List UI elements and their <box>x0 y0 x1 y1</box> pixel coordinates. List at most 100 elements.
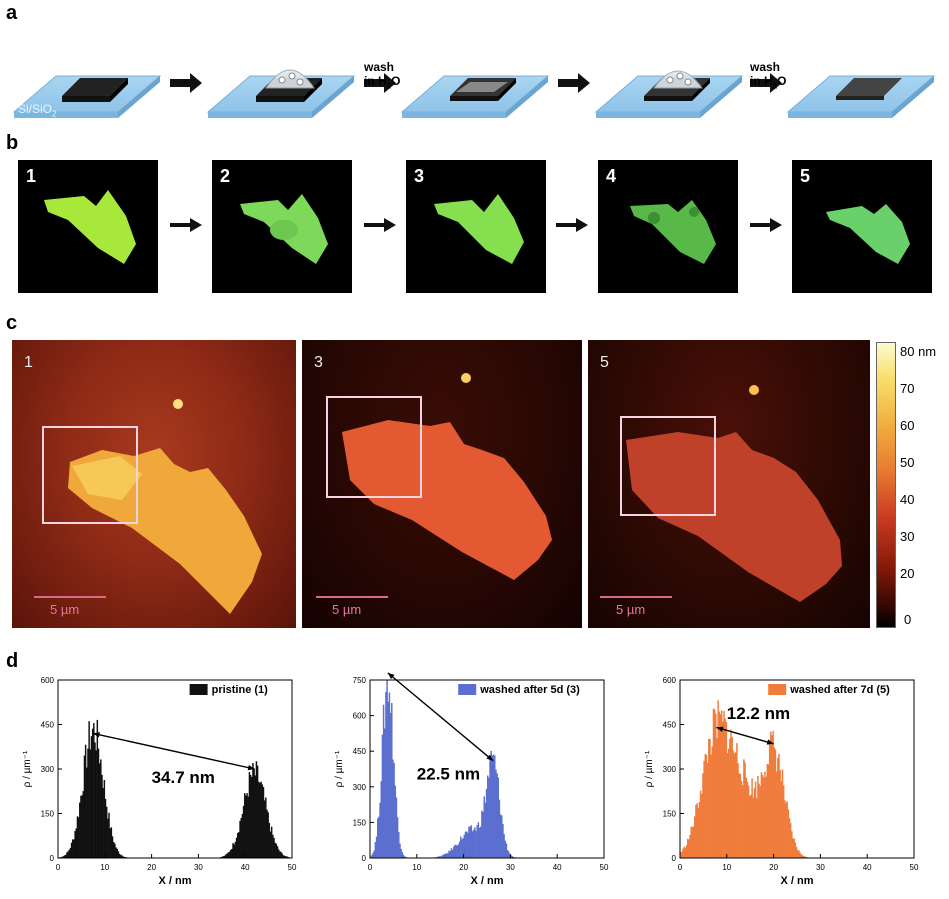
histogram-bar <box>492 754 495 858</box>
histogram-bar <box>263 800 266 858</box>
histogram-bar <box>102 788 104 858</box>
histogram-bar <box>227 852 230 858</box>
histogram-bar <box>442 854 444 858</box>
histogram-bar <box>800 854 802 858</box>
histogram-bar <box>100 759 102 858</box>
histogram-bar <box>699 790 702 858</box>
histogram-bar <box>450 848 453 858</box>
x-tick-label: 0 <box>678 863 683 872</box>
substrate-1 <box>12 75 162 118</box>
histogram-bar <box>244 793 246 858</box>
histogram-bar <box>738 773 740 858</box>
histogram-bar <box>97 748 100 858</box>
histogram-bar <box>697 808 700 858</box>
y-tick-label: 450 <box>353 747 367 756</box>
histogram-bar <box>733 753 736 858</box>
histogram-bar <box>241 813 244 858</box>
tile-number: 4 <box>606 166 617 186</box>
colorbar-tick: 20 <box>900 566 915 581</box>
histogram-bar <box>282 855 285 858</box>
x-tick-label: 50 <box>910 863 919 872</box>
histogram-bar <box>258 781 260 858</box>
histogram-bar <box>286 856 288 858</box>
histogram-bar <box>281 853 283 858</box>
afm-image-number: 1 <box>24 354 33 371</box>
height-colorbar <box>876 342 896 628</box>
histogram-bar <box>402 854 405 858</box>
histogram-bar <box>749 795 751 858</box>
histogram-bar <box>499 814 502 858</box>
histogram-bar <box>474 827 476 858</box>
colorbar-tick: 50 <box>900 455 915 470</box>
scale-bar <box>316 596 388 598</box>
histogram-bar <box>792 838 794 858</box>
histogram-bar <box>70 842 73 858</box>
fluorescence-tile-2: 2 <box>212 160 352 293</box>
histogram-washed-7d: 0 10 20 30 40 50 0 150 300 450 600 X / nm ρ / µm⁻¹ wa… <box>644 676 919 887</box>
scale-bar-label: 5 µm <box>50 602 80 617</box>
y-tick-label: 450 <box>41 721 55 730</box>
panel-label-b: b <box>6 132 19 154</box>
region-of-interest-box <box>326 396 422 498</box>
fluorescence-tile-5: 5 <box>792 160 932 293</box>
process-schematic <box>12 69 936 118</box>
y-tick-label: 600 <box>41 676 55 685</box>
histogram-bar <box>114 843 116 858</box>
histogram-bar <box>782 785 785 858</box>
histogram-bar <box>491 755 494 858</box>
histogram-bar <box>684 847 687 858</box>
y-tick-label: 150 <box>41 810 55 819</box>
histogram-bar <box>101 774 103 858</box>
histogram-bar <box>691 827 694 858</box>
histogram-bar <box>687 838 689 858</box>
y-tick-label: 150 <box>353 818 367 827</box>
histogram-bar <box>98 763 101 858</box>
histogram-bar <box>234 841 237 858</box>
histogram-bar <box>451 849 454 858</box>
y-tick-label: 300 <box>353 783 367 792</box>
histogram-pristine: 0 10 20 30 40 50 0 150 300 450 600 X / nm ρ / µm⁻¹ pr… <box>22 676 297 887</box>
histogram-bar <box>482 811 484 858</box>
legend-swatch <box>458 684 477 695</box>
tile-number: 3 <box>414 166 425 186</box>
histogram-bar <box>708 738 710 858</box>
distance-arrow <box>716 726 774 745</box>
histogram-bar <box>107 818 109 858</box>
y-tick-label: 600 <box>663 676 677 685</box>
y-tick-label: 600 <box>353 712 367 721</box>
histogram-bar <box>465 831 468 858</box>
histogram-bar <box>506 850 509 858</box>
histogram-bar <box>74 831 76 858</box>
histogram-bar <box>476 825 478 858</box>
histogram-bar <box>115 847 117 858</box>
histogram-bar <box>690 826 692 858</box>
histogram-bar <box>439 856 441 858</box>
histogram-bar <box>744 762 746 858</box>
histogram-bar <box>80 795 82 858</box>
histogram-bar <box>449 851 452 858</box>
histogram-bar <box>240 817 242 858</box>
histogram-bar <box>752 797 754 858</box>
substrate-3 <box>400 75 550 118</box>
histogram-bar <box>681 851 683 858</box>
arrow-head <box>766 739 774 745</box>
histogram-bar <box>802 856 805 858</box>
histogram-bar <box>743 759 745 858</box>
tile-number: 2 <box>220 166 231 186</box>
afm-image-1: 1 5 µm <box>12 340 296 628</box>
histogram-bar <box>103 779 106 858</box>
x-tick-label: 20 <box>459 863 468 872</box>
histogram-bar <box>704 753 707 858</box>
scale-bar-label: 5 µm <box>332 602 362 617</box>
histogram-bar <box>248 772 251 858</box>
histogram-bar <box>437 856 440 858</box>
histogram-bar <box>387 701 390 858</box>
histogram-bar <box>464 831 467 858</box>
histogram-bar <box>105 806 108 858</box>
histogram-bar <box>766 763 769 858</box>
y-tick-label: 300 <box>41 765 55 774</box>
afm-image-number: 5 <box>600 354 609 371</box>
histogram-bar <box>256 765 259 858</box>
histogram-bar <box>804 856 806 858</box>
histogram-bar <box>220 856 223 858</box>
